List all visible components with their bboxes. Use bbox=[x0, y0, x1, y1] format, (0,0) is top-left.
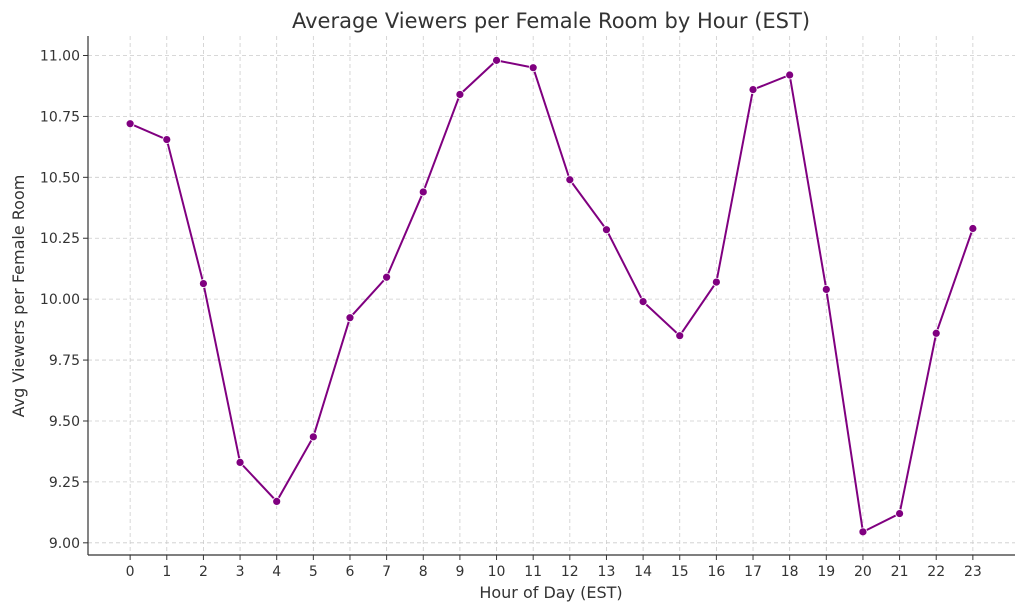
series bbox=[125, 55, 978, 537]
x-tick-label: 13 bbox=[598, 564, 616, 580]
data-point bbox=[565, 175, 575, 185]
data-point bbox=[821, 285, 831, 294]
data-point bbox=[345, 313, 355, 323]
data-point bbox=[492, 55, 501, 65]
x-tick-label: 23 bbox=[964, 564, 982, 580]
x-tick-label: 18 bbox=[781, 564, 799, 580]
x-tick-label: 21 bbox=[891, 564, 909, 580]
x-tick-label: 8 bbox=[419, 564, 428, 580]
data-point bbox=[308, 432, 318, 442]
x-tick-label: 0 bbox=[126, 564, 135, 580]
y-tick-label: 10.50 bbox=[40, 170, 80, 186]
data-point bbox=[162, 135, 172, 144]
data-point bbox=[272, 496, 282, 506]
data-point bbox=[382, 272, 392, 282]
x-tick-label: 1 bbox=[162, 564, 171, 580]
data-point bbox=[602, 225, 611, 235]
data-point bbox=[418, 187, 428, 197]
x-axis-label: Hour of Day (EST) bbox=[479, 583, 622, 602]
data-point bbox=[711, 277, 721, 287]
y-tick-label: 10.25 bbox=[40, 231, 80, 247]
grid bbox=[88, 36, 1015, 555]
x-tick-label: 12 bbox=[561, 564, 579, 580]
x-tick-label: 7 bbox=[382, 564, 391, 580]
data-point bbox=[748, 85, 758, 95]
x-tick-label: 16 bbox=[707, 564, 725, 580]
x-tick-label: 20 bbox=[854, 564, 872, 580]
x-tick-label: 15 bbox=[671, 564, 689, 580]
data-point bbox=[528, 63, 538, 73]
data-point bbox=[785, 70, 795, 80]
x-tick-label: 17 bbox=[744, 564, 762, 580]
y-tick-label: 9.25 bbox=[49, 475, 80, 491]
data-point bbox=[235, 458, 245, 467]
x-tick-label: 10 bbox=[488, 564, 506, 580]
y-tick-label: 10.75 bbox=[40, 109, 80, 125]
x-tick-label: 9 bbox=[455, 564, 464, 580]
data-point bbox=[858, 527, 868, 537]
x-tick-label: 3 bbox=[236, 564, 245, 580]
y-axis-label: Avg Viewers per Female Room bbox=[9, 175, 28, 418]
y-tick-label: 9.50 bbox=[49, 414, 80, 430]
series-line bbox=[129, 59, 974, 534]
y-tick-label: 9.75 bbox=[49, 353, 80, 369]
x-tick-label: 14 bbox=[634, 564, 652, 580]
data-point bbox=[125, 119, 135, 129]
data-point bbox=[931, 328, 941, 338]
y-tick-label: 10.00 bbox=[40, 292, 80, 308]
data-point bbox=[199, 279, 208, 288]
x-tick-label: 19 bbox=[817, 564, 835, 580]
chart-title: Average Viewers per Female Room by Hour … bbox=[292, 9, 810, 33]
data-point bbox=[968, 224, 978, 233]
y-tick-label: 9.00 bbox=[49, 536, 80, 552]
x-tick-label: 22 bbox=[927, 564, 945, 580]
data-point bbox=[455, 90, 465, 99]
data-point bbox=[895, 509, 904, 518]
data-point bbox=[638, 297, 648, 306]
data-point bbox=[675, 331, 685, 341]
x-tick-label: 6 bbox=[346, 564, 355, 580]
axes: 0 1 2 3 4 5 6 7 8 9 10 11 12 13 14 15 16 17 18 19 20 21 22 239.… bbox=[40, 36, 1015, 580]
y-tick-label: 11.00 bbox=[40, 48, 80, 64]
x-tick-label: 5 bbox=[309, 564, 318, 580]
x-tick-label: 2 bbox=[199, 564, 208, 580]
x-tick-label: 11 bbox=[524, 564, 542, 580]
x-tick-label: 4 bbox=[272, 564, 281, 580]
